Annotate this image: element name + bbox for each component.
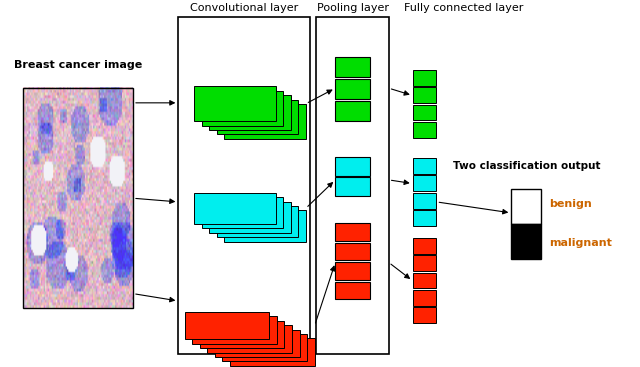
Bar xyxy=(335,281,370,299)
Bar xyxy=(202,91,283,126)
Bar xyxy=(222,334,307,361)
Bar xyxy=(202,197,283,228)
Bar xyxy=(413,307,436,323)
Bar xyxy=(179,17,310,354)
Bar xyxy=(184,312,269,339)
Bar xyxy=(230,338,315,366)
Bar xyxy=(209,201,291,233)
Text: Convolutional layer: Convolutional layer xyxy=(190,3,298,13)
Bar xyxy=(214,330,300,357)
Bar xyxy=(413,255,436,271)
Bar xyxy=(335,157,370,176)
Bar xyxy=(224,104,306,139)
Text: malignant: malignant xyxy=(549,239,612,248)
Bar xyxy=(194,193,276,224)
Bar xyxy=(413,193,436,208)
Text: Breast cancer image: Breast cancer image xyxy=(14,60,142,70)
Bar xyxy=(23,88,133,308)
Bar xyxy=(413,175,436,191)
Bar xyxy=(316,17,388,354)
Bar xyxy=(511,224,541,259)
Bar xyxy=(194,86,276,121)
Bar xyxy=(207,325,292,353)
Bar xyxy=(335,57,370,77)
Bar xyxy=(413,122,436,138)
Bar xyxy=(413,238,436,254)
Text: Fully connected layer: Fully connected layer xyxy=(404,3,524,13)
Bar xyxy=(216,99,298,134)
Bar xyxy=(335,177,370,196)
Text: benign: benign xyxy=(549,199,591,209)
Bar xyxy=(413,87,436,103)
Bar xyxy=(335,243,370,260)
Text: Pooling layer: Pooling layer xyxy=(317,3,388,13)
Bar xyxy=(335,101,370,121)
Bar xyxy=(335,223,370,241)
Bar xyxy=(209,95,291,130)
Bar xyxy=(216,206,298,237)
Bar xyxy=(413,210,436,226)
Bar xyxy=(224,210,306,241)
Bar xyxy=(413,158,436,174)
Bar xyxy=(413,273,436,288)
Bar xyxy=(413,105,436,120)
Bar xyxy=(200,321,284,348)
Bar xyxy=(192,316,277,344)
Bar xyxy=(335,262,370,280)
Bar xyxy=(413,70,436,86)
Bar xyxy=(511,189,541,224)
Text: Two classification output: Two classification output xyxy=(452,161,600,171)
Bar xyxy=(335,79,370,99)
Bar xyxy=(413,290,436,306)
